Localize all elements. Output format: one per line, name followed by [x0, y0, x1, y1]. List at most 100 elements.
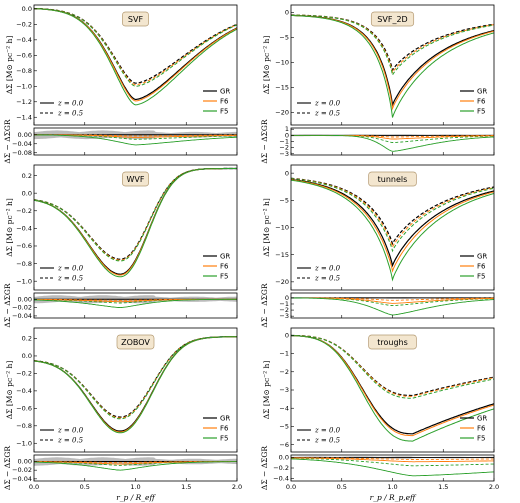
residual-y-tick-label: −2	[279, 144, 289, 152]
y-tick-label: −0.6	[16, 405, 32, 413]
y-tick-label: −0.6	[16, 52, 32, 60]
panel-tag	[116, 334, 155, 350]
legend-label-gr: GR	[477, 253, 487, 261]
y-tick-label: −15	[275, 251, 289, 259]
residual-y-axis-label: ΔΣ − ΔΣGR	[260, 283, 269, 327]
y-tick-label: 0.2	[22, 335, 32, 343]
y-tick-label: −0.4	[16, 387, 32, 395]
x-tick-label: 0.0	[286, 483, 296, 491]
y-tick-label: 0	[285, 169, 289, 177]
y-tick-label: −5	[279, 34, 289, 42]
legend: z = 0.0 z = 0.5 GR F6 F5	[297, 88, 487, 118]
legend-label-redshift: z = 0.0	[314, 265, 341, 273]
residual-y-tick-label: −0.02	[12, 466, 32, 474]
y-tick-label: −20	[275, 109, 289, 117]
panel-title: SVF	[128, 15, 144, 24]
residual-y-tick-label: −0.04	[12, 312, 32, 320]
x-axis-label: r_p / R_p,eff	[370, 493, 417, 502]
residual-y-tick-label: −0.2	[273, 464, 289, 472]
legend-label-gr: GR	[220, 253, 230, 261]
y-tick-label: −4	[279, 404, 289, 412]
panel-title: tunnels	[378, 175, 408, 184]
series-gr-z00	[34, 336, 237, 432]
series-f5-z05	[291, 334, 494, 399]
panel-troughs: 0.0 0.5 1.0 1.5 2.0 0 −1 −2 −3 −4 −5 −6 0.0 −0.2 −0.4 Δ…	[260, 327, 499, 502]
legend-label-redshift: z = 0.5	[314, 110, 341, 118]
legend-label-redshift: z = 0.5	[57, 110, 84, 118]
y-tick-label: −0.8	[16, 67, 32, 75]
legend-label-redshift: z = 0.0	[57, 100, 84, 108]
legend-label-redshift: z = 0.5	[57, 275, 84, 283]
series-f5-z00	[34, 168, 237, 278]
panel-tag	[370, 11, 415, 27]
series-f6-z00	[291, 14, 494, 111]
residual-y-tick-label: −3	[279, 150, 289, 158]
residual-y-tick-label: 0.00	[18, 458, 32, 466]
residual-y-axis-label: ΔΣ − ΔΣGR	[260, 446, 269, 490]
x-tick-label: 0.5	[337, 483, 347, 491]
y-axis-label: ΔΣ [M⊙ pc⁻² h]	[262, 198, 271, 257]
panel-title: SVF_2D	[377, 15, 407, 24]
residual-f5-z00	[34, 134, 237, 146]
legend-label-f5: F5	[220, 108, 228, 116]
residual-f6-z00	[291, 457, 494, 463]
panel-tunnels: 0−5−10−15−200−1−2−3ΔΣ [M⊙ pc⁻² h]ΔΣ − ΔΣ…	[260, 164, 495, 328]
y-tick-label: −1.0	[16, 277, 32, 285]
panel-title: troughs	[377, 338, 408, 347]
residual-y-tick-label: 0.00	[18, 131, 32, 139]
y-tick-label: −1	[279, 350, 289, 358]
legend-label-f6: F6	[477, 425, 486, 433]
legend-label-redshift: z = 0.0	[314, 100, 341, 108]
panel-title: ZOBOV	[121, 338, 150, 347]
residual-f6-z05	[34, 298, 237, 301]
legend-label-f5: F5	[477, 108, 485, 116]
y-tick-label: −0.4	[16, 36, 32, 44]
y-axis-label: ΔΣ [M⊙ pc⁻² h]	[5, 36, 14, 95]
residual-y-tick-label: 0	[285, 131, 289, 139]
y-axis-label: ΔΣ [M⊙ pc⁻² h]	[262, 361, 271, 420]
residual-f6-z00	[34, 134, 237, 138]
series-f5-z05	[291, 178, 494, 253]
y-tick-label: −0.8	[16, 422, 32, 430]
residual-y-tick-label: −0.4	[273, 474, 289, 482]
series-f5-z05	[34, 168, 237, 262]
panel-tag	[122, 11, 149, 27]
y-tick-label: −3	[279, 386, 289, 394]
y-tick-label: 0	[285, 331, 289, 339]
panel-tag	[368, 171, 417, 187]
residual-y-axis-label: ΔΣ − ΔΣGR	[3, 119, 12, 163]
residual-f5-z05	[34, 298, 237, 304]
panel-zobov: 0.0 0.5 1.0 1.5 2.0 0.2 0.0 −0.2 −0.4 −0.6 −0.8 −1.…	[3, 327, 242, 502]
y-axis-label: ΔΣ [M⊙ pc⁻² h]	[5, 361, 14, 420]
y-tick-label: −20	[275, 278, 289, 286]
y-tick-label: 0.0	[22, 5, 32, 13]
residual-y-axis-label: ΔΣ − ΔΣGR	[260, 119, 269, 163]
x-tick-label: 1.0	[130, 483, 140, 491]
series-f6-z00	[291, 179, 494, 273]
y-tick-label: −0.2	[16, 370, 32, 378]
x-tick-label: 1.0	[387, 483, 397, 491]
residual-f5-z05	[34, 461, 237, 466]
residual-y-tick-label: −2	[279, 306, 289, 314]
residual-f5-z00	[34, 461, 237, 471]
residual-y-tick-label: −1	[279, 138, 289, 146]
x-tick-label: 2.0	[489, 483, 499, 491]
y-tick-label: −5	[279, 423, 289, 431]
residual-f5-z05	[34, 134, 237, 140]
legend-label-f5: F5	[220, 435, 228, 443]
legend-label-redshift: z = 0.0	[57, 427, 84, 435]
legend: z = 0.0 z = 0.5 GR F6 F5	[40, 415, 230, 445]
legend-label-gr: GR	[477, 88, 487, 96]
legend: z = 0.0 z = 0.5 GR F6 F5	[40, 253, 230, 283]
series-gr-z00	[291, 178, 494, 268]
legend-label-redshift: z = 0.5	[314, 437, 341, 445]
y-tick-label: −0.2	[16, 21, 32, 29]
y-tick-label: 0.0	[22, 189, 32, 197]
legend-label-f6: F6	[220, 263, 229, 271]
legend-label-f6: F6	[477, 98, 486, 106]
legend: z = 0.0 z = 0.5 GR F6 F5	[40, 88, 230, 118]
y-tick-label: −1.4	[16, 113, 32, 121]
legend-label-f6: F6	[220, 98, 229, 106]
panel-svf: 0.0 −0.2 −0.4 −0.6 −0.8 −1.0 −1.2 −1.4 0.00−0.04…	[3, 4, 238, 164]
